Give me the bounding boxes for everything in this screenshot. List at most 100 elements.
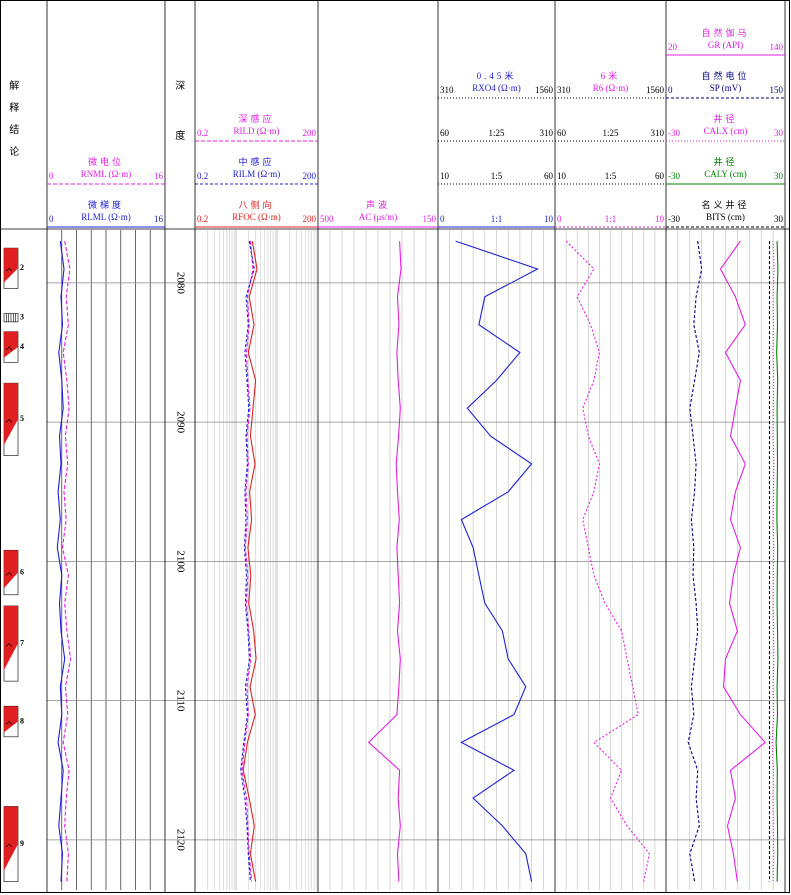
scale-right: 310 — [651, 128, 665, 138]
layer-icon — [4, 605, 18, 670]
layer-icon — [5, 721, 13, 725]
scale-right: 200 — [303, 171, 317, 181]
scale-left: 0 — [49, 171, 54, 181]
log-curve — [242, 241, 258, 882]
layer-icon — [4, 248, 18, 283]
scale-left: -30 — [668, 128, 680, 138]
scale-ratio: 1:25 — [488, 128, 505, 138]
scale-right: 30 — [774, 214, 784, 224]
layer-label: 2 — [20, 263, 24, 272]
scale-left: 500 — [320, 214, 334, 224]
scale-right: 10 — [655, 214, 665, 224]
log-curve — [56, 241, 66, 882]
layer-icon — [4, 331, 18, 358]
curve-title: 井径 — [713, 156, 737, 167]
depth-title: 深度 — [173, 80, 185, 180]
layer-icon — [5, 267, 13, 272]
log-curve — [241, 241, 254, 882]
scale-left: 0 — [440, 214, 445, 224]
curve-title: 自然伽马 — [701, 27, 749, 38]
scale-left: -30 — [668, 171, 680, 181]
curve-title: 深感应 — [238, 113, 274, 124]
depth-label: 2110 — [174, 690, 186, 712]
scale-left: 0.2 — [197, 128, 208, 138]
scale-left: 10 — [557, 171, 567, 181]
scale-left: 0.2 — [197, 171, 208, 181]
curve-name: GR (API) — [708, 40, 743, 50]
layer-label: 8 — [20, 716, 24, 725]
curve-title: 声波 — [366, 199, 390, 210]
log-curve — [719, 240, 766, 882]
curve-name: BITS (cm) — [706, 212, 745, 222]
depth-label: 2080 — [174, 272, 186, 295]
scale-right: 30 — [774, 171, 784, 181]
layer-label: 9 — [20, 839, 24, 848]
interpretation-title: 解释结论 — [7, 79, 19, 168]
layer-icon — [4, 706, 18, 733]
layer-label: 6 — [20, 567, 24, 576]
scale-right: 10 — [544, 214, 554, 224]
scale-right: 1560 — [535, 85, 554, 95]
layer-icon — [5, 643, 13, 647]
log-curve — [455, 240, 539, 882]
scale-right: 200 — [303, 214, 317, 224]
layer-icon — [4, 806, 18, 871]
layer-icon — [5, 346, 13, 351]
curve-title: 名义井径 — [701, 199, 749, 210]
scale-ratio: 1:5 — [491, 171, 503, 181]
layer-icon — [5, 418, 13, 423]
depth-label: 2120 — [174, 829, 186, 852]
curve-name: RFOC (Ω·m) — [232, 212, 280, 222]
scale-right: 16 — [154, 214, 164, 224]
scale-left: 10 — [440, 171, 450, 181]
depth-label: 2090 — [174, 411, 186, 434]
scale-right: 60 — [655, 171, 665, 181]
scale-ratio: 1:5 — [605, 171, 617, 181]
curve-title: 微电位 — [88, 156, 124, 167]
curve-title: 6米 — [601, 70, 621, 81]
curve-name: RLML (Ω·m) — [81, 212, 131, 222]
scale-left: 310 — [440, 85, 454, 95]
layer-icon — [4, 550, 18, 589]
scale-right: 30 — [774, 128, 784, 138]
scale-ratio: 1:1 — [491, 214, 503, 224]
scale-right: 1560 — [646, 85, 665, 95]
scale-right: 16 — [154, 171, 164, 181]
curve-title: 八侧向 — [238, 199, 274, 210]
curve-name: R6 (Ω·m) — [593, 83, 628, 93]
layer-label: 7 — [20, 638, 24, 647]
layer-icon — [4, 383, 18, 445]
log-curve — [771, 241, 775, 882]
scale-right: 150 — [770, 85, 784, 95]
curve-name: AC (μs/m) — [359, 212, 398, 222]
curve-title: 微梯度 — [88, 199, 124, 210]
log-curve — [565, 240, 650, 882]
scale-left: 20 — [668, 42, 678, 52]
layer-label: 4 — [20, 342, 24, 351]
curve-title: 0.45米 — [477, 70, 517, 81]
curve-name: RILD (Ω·m) — [234, 126, 280, 136]
scale-left: 0.2 — [197, 214, 208, 224]
curve-name: RILM (Ω·m) — [233, 169, 280, 179]
scale-ratio: 1:1 — [605, 214, 617, 224]
log-curve — [240, 241, 255, 882]
scale-right: 140 — [770, 42, 784, 52]
depth-label: 2100 — [174, 550, 186, 573]
curve-name: CALX (cm) — [704, 126, 748, 136]
layer-icon — [5, 572, 13, 576]
curve-title: 自然电位 — [701, 70, 749, 81]
curve-name: RXO4 (Ω·m) — [472, 83, 520, 93]
scale-left: 60 — [440, 128, 450, 138]
scale-right: 60 — [544, 171, 554, 181]
curve-name: SP (mV) — [710, 83, 741, 93]
scale-ratio: 1:25 — [602, 128, 619, 138]
scale-left: 60 — [557, 128, 567, 138]
scale-left: 0 — [668, 85, 673, 95]
scale-right: 200 — [303, 128, 317, 138]
log-curve — [367, 241, 402, 882]
scale-left: 0 — [49, 214, 54, 224]
log-curve — [775, 241, 779, 882]
scale-right: 310 — [540, 128, 554, 138]
